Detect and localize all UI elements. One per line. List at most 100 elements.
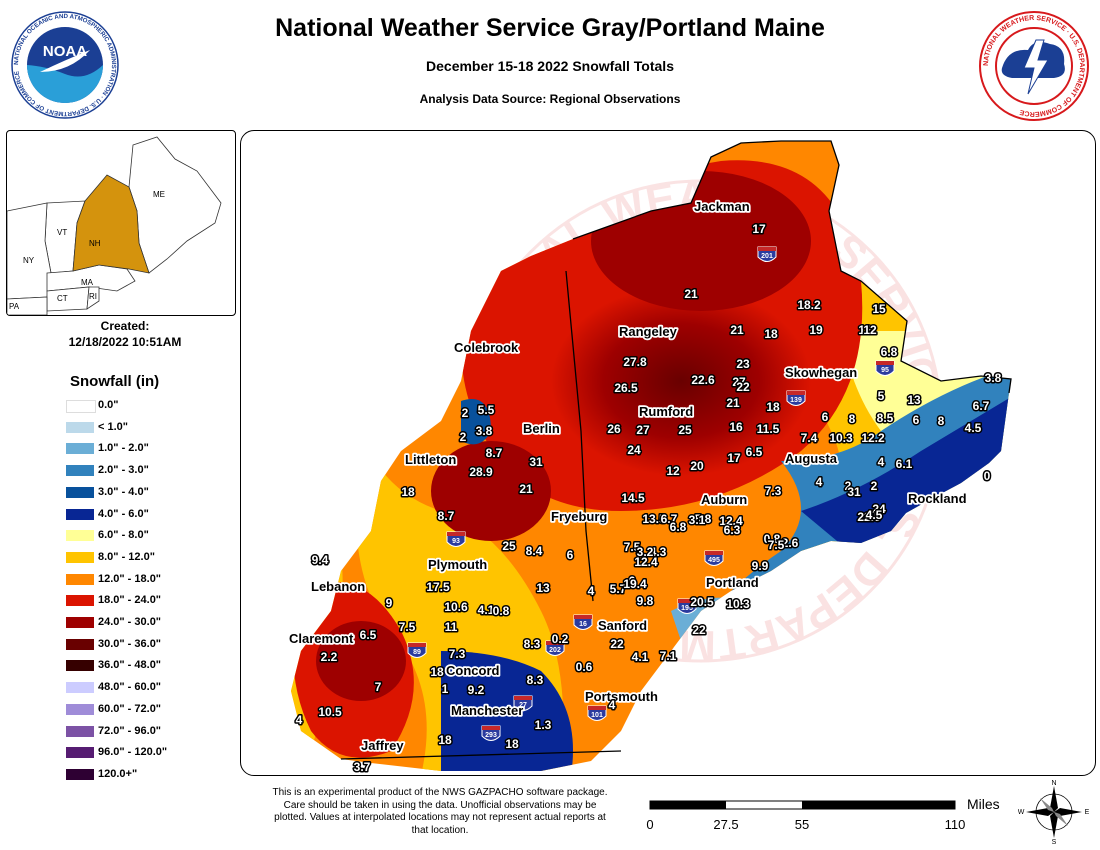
snowfall-value: 13 (907, 393, 921, 407)
legend-swatch (66, 573, 94, 585)
snowfall-value: 6.7 (973, 399, 990, 413)
snowfall-value: 8.3 (527, 673, 544, 687)
snowfall-value: 11 (445, 620, 458, 634)
snowfall-value: 4.1 (478, 603, 495, 617)
interstate-shield-icon: 101 (587, 705, 607, 721)
inset-label-me: ME (153, 190, 165, 199)
snowfall-value: 24 (872, 502, 886, 516)
legend-label: < 1.0" (98, 420, 128, 433)
city-label: Berlin (523, 421, 560, 436)
inset-label-vt: VT (57, 228, 67, 237)
legend-swatch (66, 725, 94, 737)
legend-label: 8.0" - 12.0" (98, 550, 155, 563)
snowfall-value: 22 (610, 637, 624, 651)
city-label: Sanford (598, 618, 647, 633)
snowfall-value: 3.8 (476, 424, 493, 438)
legend-label: 3.0" - 4.0" (98, 485, 149, 498)
legend-label: 0.0" (98, 399, 119, 411)
city-label: Rangeley (619, 324, 678, 339)
interstate-shield-icon: 139 (786, 390, 806, 406)
snowfall-value: 5.5 (478, 403, 495, 417)
compass-e: E (1085, 809, 1090, 816)
created-label: Created: (100, 319, 150, 333)
snowfall-value: 4.5 (866, 508, 883, 522)
snowfall-value: 7.3 (449, 647, 466, 661)
snowfall-value: 10.6 (444, 600, 468, 614)
snowfall-value: 20.5 (690, 595, 714, 609)
city-label: Claremont (289, 631, 354, 646)
snowfall-value: 5.8 (695, 512, 712, 526)
snowfall-value: 26.5 (614, 381, 638, 395)
interstate-shield-icon: 202 (545, 640, 565, 656)
snowfall-value: 8.5 (877, 411, 894, 425)
snowfall-value: 0.8 (764, 532, 781, 546)
legend-swatch (66, 443, 94, 455)
shield-number: 495 (708, 557, 720, 564)
interstate-shield-icon: 93 (446, 531, 466, 547)
city-label: Concord (446, 663, 500, 678)
snowfall-value: 12 (666, 464, 680, 478)
snowfall-value: 18 (505, 737, 519, 751)
snowfall-value: 21 (726, 396, 740, 410)
snowfall-value: 2.6 (782, 536, 799, 550)
legend-label: 2.0" - 3.0" (98, 464, 149, 477)
snowfall-value: 6.7 (661, 512, 678, 526)
city-label: Manchester (451, 703, 523, 718)
snowfall-value: 9 (386, 596, 393, 610)
inset-locator-map: ME VT NH NY MA CT RI PA (6, 130, 236, 316)
legend-label: 120.0+" (98, 767, 138, 780)
snowfall-value: 7.5 (624, 540, 641, 554)
snowfall-value: 7.5 (768, 538, 785, 552)
city-label: Auburn (701, 492, 747, 507)
snowfall-value: 23 (736, 357, 750, 371)
city-label: Rumford (639, 404, 693, 419)
snowfall-value: 31 (529, 455, 543, 469)
snowfall-value: 8.4 (526, 544, 543, 558)
legend-label: 18.0" - 24.0" (98, 594, 162, 607)
scale-tick-55: 55 (795, 817, 809, 832)
shield-number: 89 (413, 649, 421, 656)
snowfall-value: 10.3 (726, 597, 750, 611)
snowfall-value: 18 (766, 400, 780, 414)
inset-label-ma: MA (81, 278, 94, 287)
snowfall-value: 6 (913, 413, 920, 427)
shield-number: 93 (452, 538, 460, 545)
snowfall-value: 3.2 (637, 545, 654, 559)
legend-label: 12.0" - 18.0" (98, 572, 162, 585)
snowfall-value: 27.8 (623, 355, 647, 369)
compass-s: S (1052, 839, 1057, 844)
city-label: Skowhegan (785, 365, 857, 380)
snowfall-value: 7.1 (660, 649, 677, 663)
snowfall-value: 0 (984, 469, 991, 483)
snowfall-value: 24 (627, 443, 641, 457)
city-label: Fryeburg (551, 509, 607, 524)
snowfall-value: 19 (809, 323, 823, 337)
interstate-shield-icon: 293 (481, 725, 501, 741)
snowfall-value: 7.5 (399, 620, 416, 634)
snowfall-value: 8 (849, 412, 856, 426)
inset-label-ny: NY (23, 256, 35, 265)
legend-swatch (66, 638, 94, 650)
snowfall-value: 4.3 (650, 545, 667, 559)
snowfall-value: 0.2 (552, 632, 569, 646)
city-label: Jaffrey (361, 738, 404, 753)
inset-label-ct: CT (57, 294, 68, 303)
snowfall-value: 12.4 (634, 555, 658, 569)
compass-n: N (1051, 780, 1056, 787)
legend-label: 4.0" - 6.0" (98, 507, 149, 520)
created-timestamp: 12/18/2022 10:51AM (68, 335, 182, 349)
noaa-text: NOAA (43, 43, 87, 60)
city-label: Portsmouth (585, 689, 658, 704)
legend-swatch (66, 421, 94, 433)
legend-label: 72.0" - 96.0" (98, 724, 162, 737)
snowfall-value: 3.7 (354, 760, 371, 774)
inset-label-nh: NH (89, 239, 101, 248)
shield-number: 201 (761, 253, 773, 260)
snowfall-value: 21 (519, 482, 533, 496)
snowfall-value: 25 (678, 423, 692, 437)
legend-label: 30.0" - 36.0" (98, 637, 162, 650)
inset-label-pa: PA (9, 302, 20, 311)
snowfall-value: 3.1 (689, 513, 706, 527)
snowfall-field (291, 141, 1011, 771)
